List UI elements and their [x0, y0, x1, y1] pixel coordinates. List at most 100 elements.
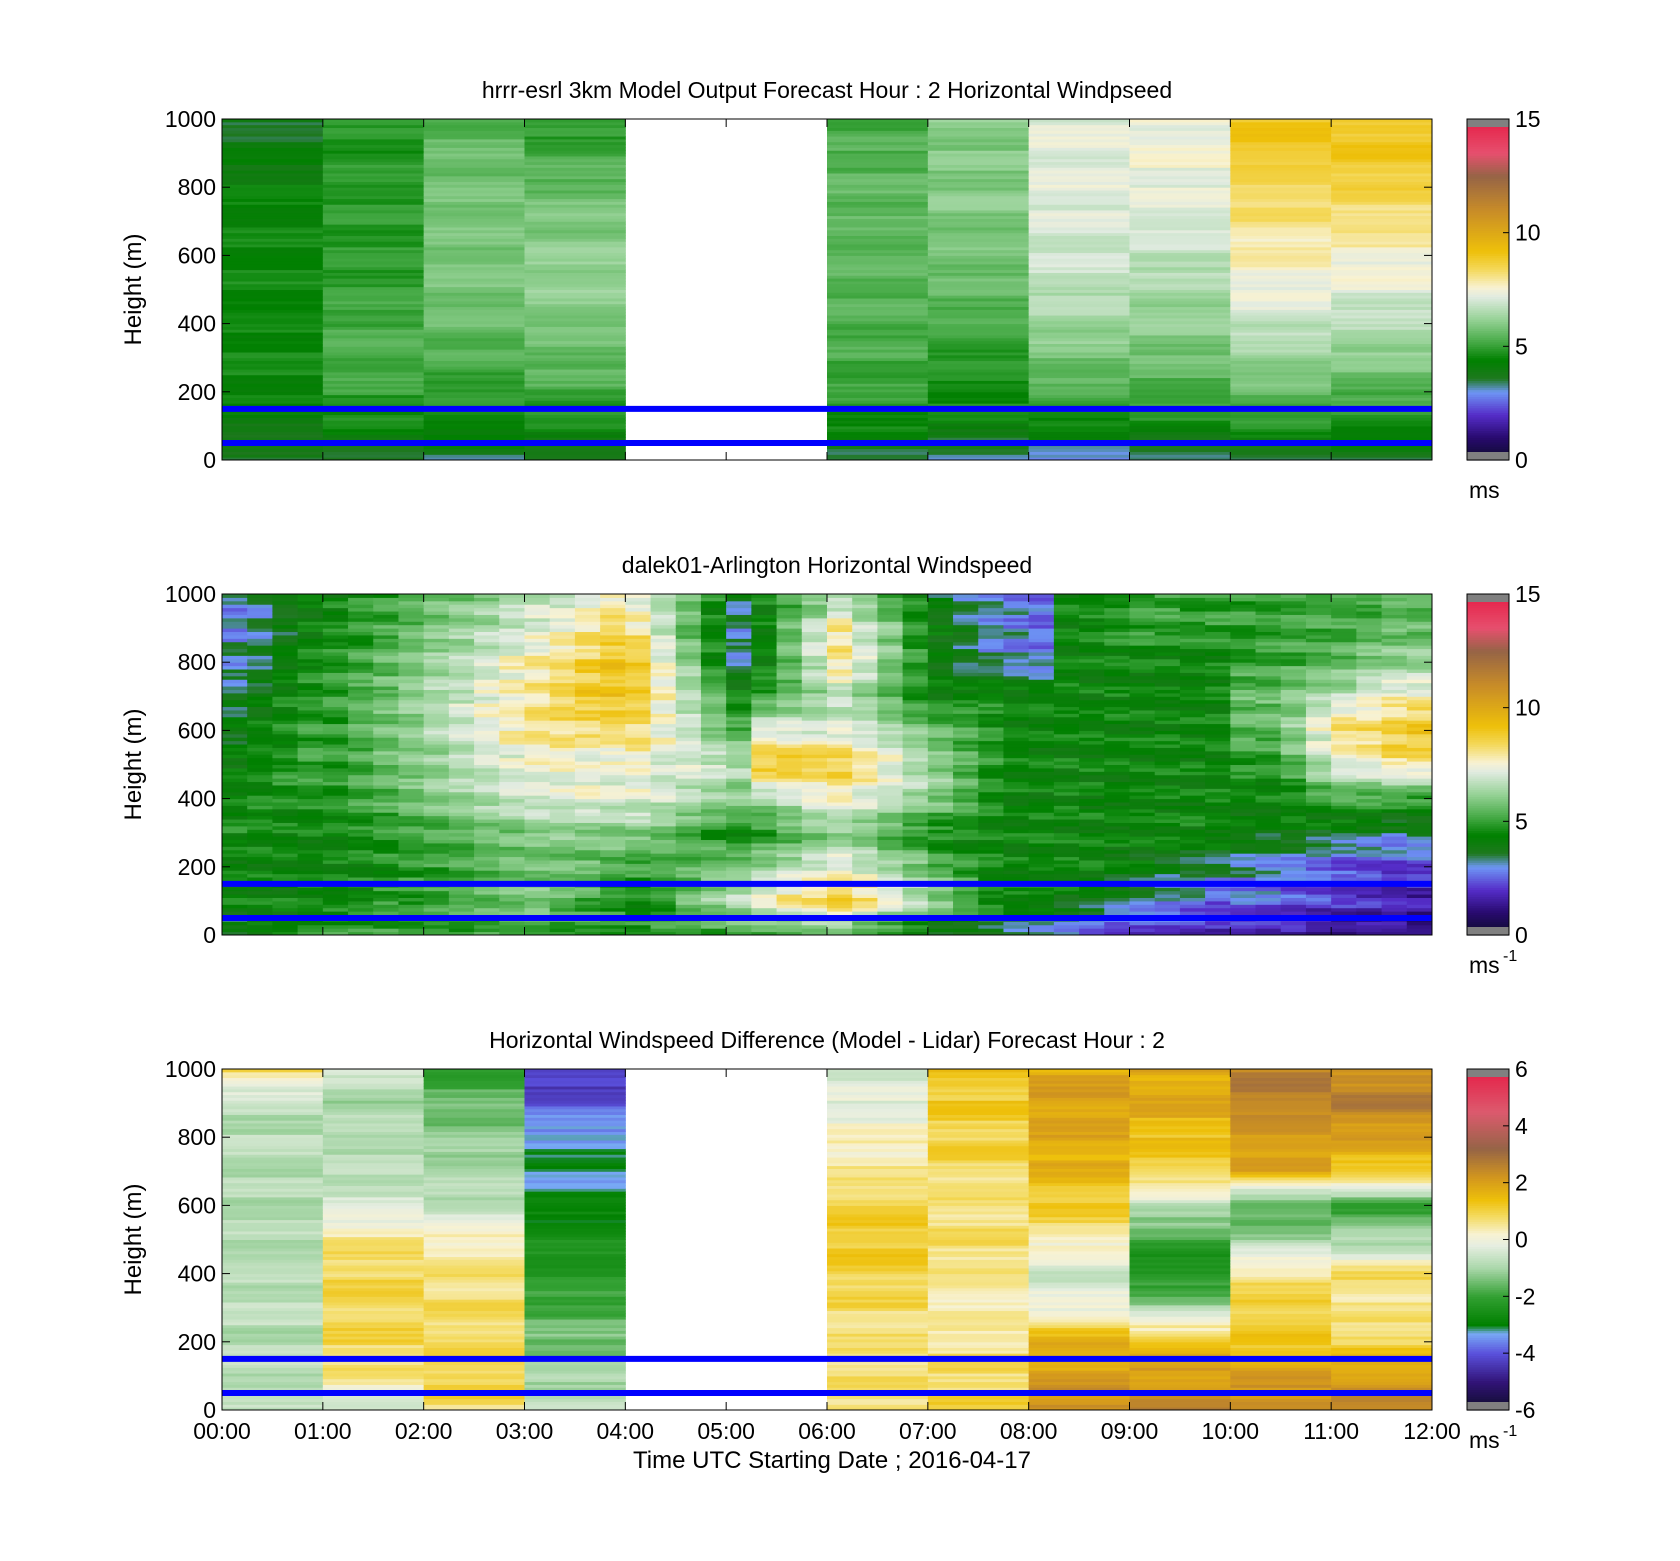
heatmap-cell [801, 757, 828, 762]
heatmap-cell [322, 360, 425, 364]
heatmap-cell [348, 897, 374, 902]
heatmap-cell [625, 607, 652, 612]
heatmap-cell [322, 423, 425, 427]
heatmap-cell [625, 931, 652, 936]
heatmap-cell [776, 873, 803, 878]
heatmap-cell [927, 212, 1030, 217]
heatmap-cell [1331, 209, 1433, 214]
heatmap-cell [1003, 849, 1030, 854]
heatmap-cell [322, 628, 349, 633]
heatmap-cell [600, 720, 626, 725]
heatmap-cell [272, 696, 299, 701]
heatmap-cell [373, 607, 399, 612]
heatmap-cell [827, 900, 853, 905]
heatmap-cell [272, 740, 299, 745]
heatmap-cell [499, 788, 525, 793]
heatmap-cell [448, 825, 475, 830]
heatmap-cell [650, 723, 677, 728]
heatmap-cell [322, 897, 349, 902]
heatmap-cell [776, 709, 803, 714]
heatmap-cell [448, 781, 475, 786]
heatmap-cell [1230, 349, 1332, 353]
heatmap-cell [272, 842, 299, 847]
heatmap-cell [474, 655, 500, 660]
heatmap-cell [247, 645, 273, 650]
heatmap-cell [801, 641, 828, 646]
heatmap-cell [776, 928, 803, 933]
heatmap-cell [1230, 218, 1332, 222]
heatmap-cell [953, 716, 979, 721]
heatmap-cell [927, 921, 954, 926]
heatmap-cell [751, 726, 778, 731]
heatmap-cell [1230, 306, 1332, 310]
heatmap-cell [726, 733, 752, 738]
heatmap-cell [272, 716, 299, 721]
heatmap-cell [1230, 221, 1332, 225]
heatmap-cell [751, 733, 778, 738]
heatmap-cell [927, 261, 1030, 265]
heatmap-cell [978, 928, 1004, 933]
heatmap-cell [827, 377, 929, 381]
heatmap-cell [222, 624, 248, 629]
heatmap-cell [322, 374, 425, 379]
heatmap-cell [1028, 825, 1055, 830]
heatmap-cell [827, 411, 929, 416]
heatmap-cell [625, 802, 652, 806]
heatmap-cell [726, 706, 752, 711]
heatmap-cell [322, 457, 425, 461]
heatmap-cell [877, 808, 904, 813]
heatmap-cell [247, 651, 273, 656]
heatmap-cell [1079, 709, 1105, 714]
heatmap-cell [1079, 897, 1105, 902]
heatmap-cell [474, 617, 500, 622]
heatmap-cell [1028, 343, 1130, 347]
heatmap-cell [927, 187, 1030, 191]
heatmap-cell [625, 716, 652, 721]
heatmap-cell [1230, 215, 1332, 219]
heatmap-cell [222, 201, 324, 205]
heatmap-cell [1053, 836, 1080, 841]
heatmap-cell [927, 781, 954, 786]
heatmap-cell [348, 621, 374, 626]
heatmap-cell [373, 825, 399, 830]
heatmap-cell [1331, 215, 1433, 219]
heatmap-cell [499, 750, 525, 755]
heatmap-cell [927, 133, 1030, 137]
heatmap-cell [801, 849, 828, 854]
heatmap-cell [222, 226, 324, 231]
heatmap-cell [247, 866, 273, 871]
heatmap-cell [348, 846, 374, 851]
heatmap-cell [600, 924, 626, 929]
heatmap-cell [726, 648, 752, 653]
heatmap-cell [1053, 788, 1080, 793]
heatmap-cell [322, 241, 425, 245]
heatmap-cell [827, 638, 853, 643]
heatmap-cell [1003, 662, 1030, 667]
heatmap-cell [827, 252, 929, 256]
heatmap-cell [776, 778, 803, 783]
heatmap-cell [827, 303, 929, 308]
heatmap-cell [827, 246, 929, 251]
heatmap-cell [549, 628, 576, 633]
heatmap-cell [927, 825, 954, 830]
heatmap-cell [625, 750, 652, 755]
heatmap-cell [423, 309, 525, 313]
heatmap-cell [524, 696, 551, 701]
heatmap-cell [423, 451, 525, 455]
heatmap-cell [852, 870, 878, 875]
heatmap-cell [297, 866, 324, 871]
heatmap-cell [1230, 312, 1332, 316]
heatmap-cell [1129, 295, 1231, 299]
heatmap-cell [726, 842, 752, 847]
heatmap-cell [222, 689, 248, 694]
heatmap-cell [776, 648, 803, 653]
heatmap-cell [398, 665, 425, 670]
colorbar-swatch [1467, 237, 1509, 241]
heatmap-cell [247, 641, 273, 646]
heatmap-cell [398, 600, 425, 605]
heatmap-cell [448, 699, 475, 704]
heatmap-cell [297, 870, 324, 875]
heatmap-cell [1053, 740, 1080, 745]
heatmap-cell [675, 662, 702, 667]
heatmap-cell [398, 778, 425, 783]
